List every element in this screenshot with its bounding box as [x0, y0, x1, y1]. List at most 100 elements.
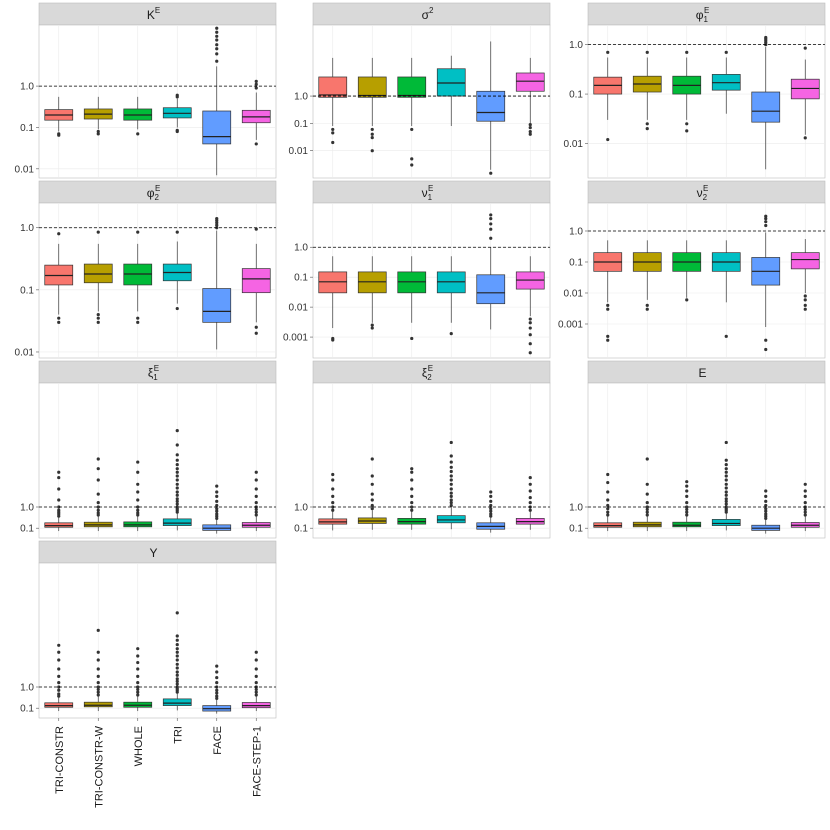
- outlier-point: [96, 687, 100, 692]
- outlier-point: [215, 59, 219, 63]
- box-face: [202, 484, 232, 534]
- outlier-point: [254, 86, 258, 90]
- outlier-point: [254, 510, 258, 514]
- outlier-point: [57, 658, 61, 662]
- outlier-point: [528, 501, 532, 505]
- outlier-point: [175, 658, 179, 662]
- outlier-point: [685, 129, 689, 133]
- box-tri: [436, 256, 466, 336]
- outlier-point: [254, 478, 258, 482]
- x-tick-label: TRI-CONSTR: [54, 726, 66, 794]
- outlier-point: [215, 26, 219, 30]
- outlier-point: [175, 470, 179, 474]
- box-face-step-1: [515, 256, 545, 355]
- outlier-point: [528, 126, 532, 130]
- outlier-point: [449, 465, 453, 469]
- box-tri: [162, 429, 192, 531]
- box-tri: [711, 50, 741, 114]
- outlier-point: [528, 508, 532, 512]
- y-tick-label: 1.0: [294, 243, 308, 254]
- y-tick-label: 1.0: [20, 503, 34, 514]
- outlier-point: [136, 654, 140, 658]
- x-tick-label: TRI-CONSTR-W: [93, 725, 105, 807]
- outlier-point: [606, 50, 610, 54]
- outlier-point: [449, 487, 453, 491]
- outlier-point: [96, 501, 100, 505]
- outlier-point: [645, 50, 649, 54]
- y-tick-label: 0.001: [558, 319, 583, 330]
- outlier-point: [215, 490, 219, 494]
- outlier-point: [645, 510, 649, 514]
- facet-title-base: ν: [697, 186, 703, 200]
- outlier-point: [685, 489, 689, 493]
- outlier-point: [175, 497, 179, 501]
- outlier-point: [96, 681, 100, 685]
- outlier-point: [724, 470, 728, 474]
- outlier-point: [764, 217, 768, 221]
- outlier-point: [215, 484, 219, 488]
- outlier-point: [96, 650, 100, 654]
- outlier-point: [489, 512, 493, 516]
- outlier-point: [645, 492, 649, 496]
- outlier-point: [449, 332, 453, 336]
- box-tri-constr: [593, 240, 623, 342]
- facet-plot-area: [38, 562, 277, 719]
- outlier-point: [528, 342, 532, 346]
- outlier-point: [96, 132, 100, 136]
- y-tick-label: 0.1: [569, 257, 583, 268]
- outlier-point: [528, 317, 532, 321]
- outlier-point: [331, 131, 335, 135]
- outlier-point: [175, 443, 179, 447]
- box-tri: [436, 55, 466, 127]
- outlier-point: [331, 472, 335, 477]
- facet-title-superscript: E: [428, 364, 433, 373]
- facet-title-base: φ: [696, 8, 704, 22]
- outlier-point: [685, 50, 689, 54]
- outlier-point: [96, 457, 100, 461]
- outlier-point: [528, 129, 532, 134]
- facet-title: ν2E: [697, 184, 709, 202]
- outlier-point: [254, 470, 258, 474]
- y-tick-label: 1.0: [569, 226, 583, 237]
- outlier-point: [489, 503, 493, 508]
- outlier-point: [254, 690, 258, 694]
- facet-panel-7: ξ2E 0.1 1.0: [294, 360, 551, 539]
- box-tri-constr-w: [632, 457, 662, 532]
- box-tri-constr: [44, 643, 74, 712]
- outlier-point: [803, 507, 807, 512]
- box-whole: [397, 256, 427, 341]
- outlier-point: [254, 674, 258, 679]
- outlier-point: [331, 127, 335, 132]
- outlier-point: [685, 122, 689, 126]
- outlier-point: [175, 662, 179, 666]
- outlier-point: [606, 480, 610, 485]
- facet-title-superscript: E: [154, 364, 159, 373]
- y-tick-label: 1.0: [569, 40, 583, 51]
- iqr-box: [162, 518, 192, 526]
- outlier-point: [724, 474, 728, 478]
- outlier-point: [175, 463, 179, 467]
- facet-plot-area: [312, 202, 551, 359]
- box-tri: [162, 93, 192, 134]
- outlier-point: [331, 140, 335, 145]
- outlier-point: [331, 494, 335, 499]
- box-tri-constr-w: [83, 96, 113, 136]
- outlier-point: [449, 501, 453, 505]
- box-tri: [711, 440, 741, 531]
- outlier-point: [175, 505, 179, 509]
- outlier-point: [764, 512, 768, 516]
- outlier-point: [57, 232, 61, 236]
- outlier-point: [489, 222, 493, 226]
- outlier-point: [96, 667, 100, 671]
- outlier-point: [215, 499, 219, 503]
- outlier-point: [410, 478, 414, 482]
- box-tri: [162, 230, 192, 311]
- outlier-point: [645, 122, 649, 126]
- outlier-point: [528, 326, 532, 330]
- box-whole: [123, 96, 153, 136]
- iqr-box: [436, 68, 466, 97]
- outlier-point: [96, 685, 100, 689]
- outlier-point: [136, 674, 140, 679]
- outlier-point: [96, 658, 100, 662]
- y-tick-label: 0.01: [289, 303, 309, 314]
